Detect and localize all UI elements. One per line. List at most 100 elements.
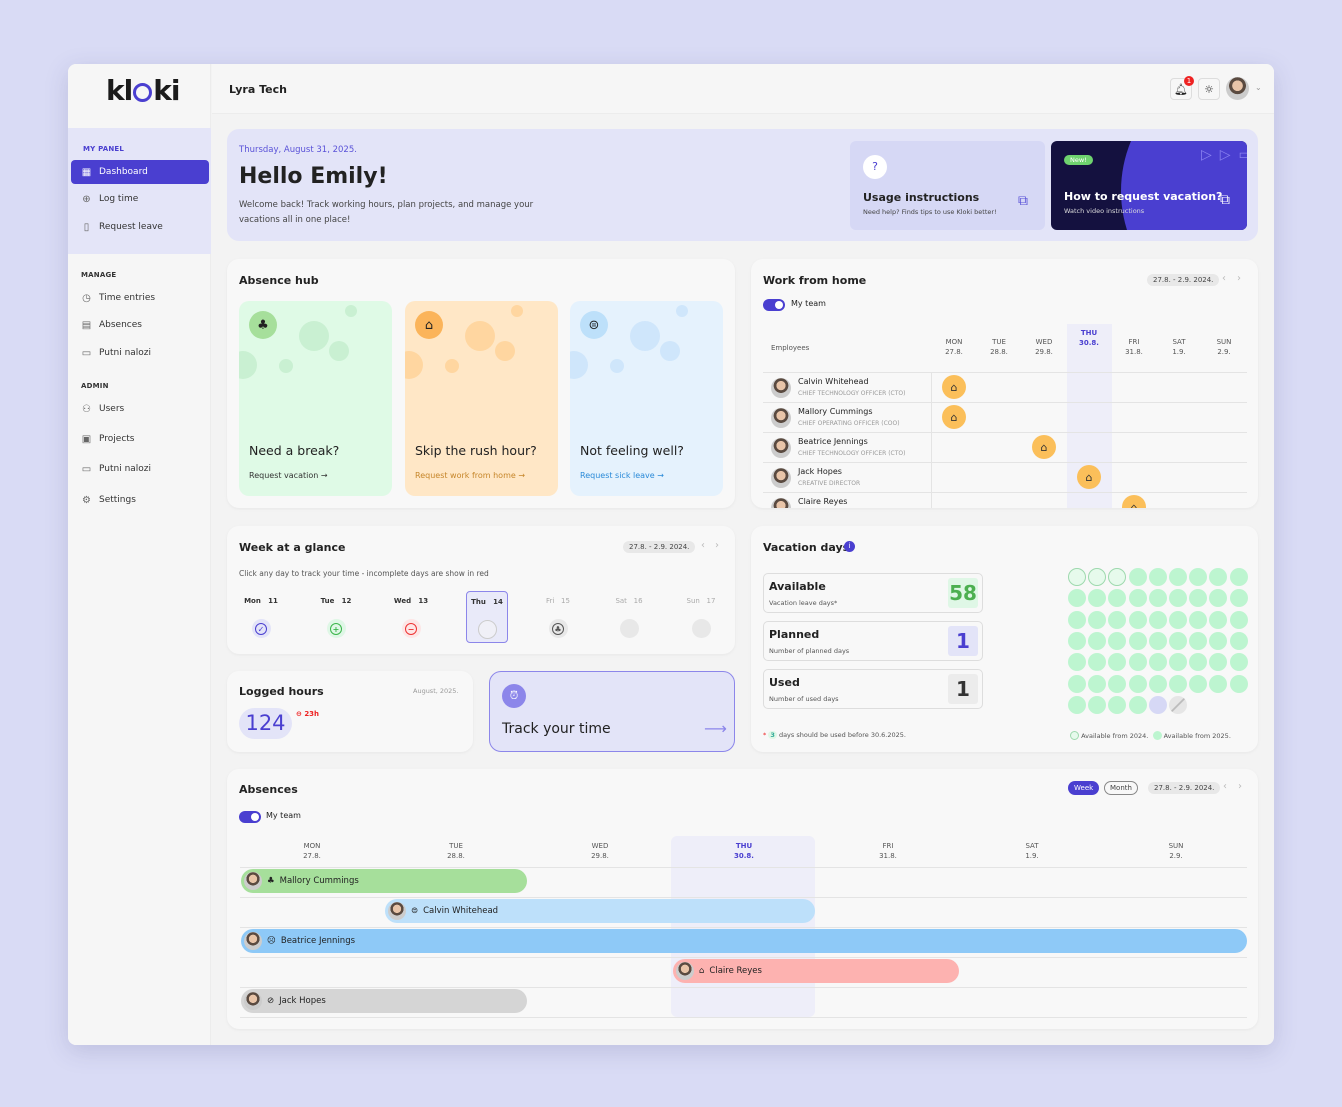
day-fri[interactable]: Fri 15 ♣: [537, 591, 579, 643]
vacation-day-2025: [1148, 589, 1167, 608]
theme-toggle-button[interactable]: ☼: [1198, 78, 1220, 100]
vacation-day-2025: [1068, 695, 1086, 714]
absences-card: Absences Week Month 27.8. - 2.9. 2024. ‹…: [227, 769, 1258, 1029]
absence-bar[interactable]: ⊘ Jack Hopes: [241, 989, 527, 1013]
notifications-button[interactable]: 🔔︎ 1: [1170, 76, 1194, 100]
home-icon[interactable]: ⌂: [942, 375, 966, 399]
day-thu[interactable]: Thu 14: [466, 591, 508, 643]
absence-bar[interactable]: ♣ Mallory Cummings: [241, 869, 527, 893]
absence-option-card[interactable]: ♣ Need a break? Request vacation →: [239, 301, 392, 496]
next-week-button[interactable]: ›: [1237, 273, 1241, 284]
day-date: 30.8.: [1079, 339, 1099, 347]
date-range: 27.8. - 2.9. 2024.: [623, 541, 696, 553]
day-mon[interactable]: Mon 11 ✓: [240, 591, 282, 643]
sidebar-item-request-leave[interactable]: ▯ Request leave: [71, 215, 209, 239]
vacation-day-2025: [1068, 674, 1086, 693]
vacation-day-2025: [1169, 610, 1187, 629]
sidebar-item-time-entries[interactable]: ◷ Time entries: [71, 286, 209, 310]
day-header: SUN 2.9.: [1104, 841, 1248, 861]
day-status-weekend-icon: [691, 619, 711, 638]
legend-2025-swatch: [1152, 731, 1162, 740]
sidebar-item-absences[interactable]: ▤ Absences: [71, 313, 209, 337]
decorative-shape: [1121, 141, 1247, 230]
sidebar-item-label: Projects: [99, 434, 135, 444]
my-team-toggle[interactable]: [763, 299, 785, 311]
sidebar-item-settings[interactable]: ⚙ Settings: [71, 488, 209, 512]
info-icon[interactable]: i: [844, 541, 855, 552]
day-wed[interactable]: Wed 13 −: [390, 591, 432, 643]
day-tue[interactable]: Tue 12 +: [315, 591, 357, 643]
employee-name: Calvin Whitehead: [423, 906, 499, 916]
home-icon[interactable]: ⌂: [942, 405, 966, 429]
note-count: 3: [768, 731, 777, 739]
absence-option-card[interactable]: ⌂ Skip the rush hour? Request work from …: [405, 301, 558, 496]
day-date: 30.8.: [734, 852, 754, 860]
day-name: THU: [735, 842, 753, 850]
day-number: 13: [418, 597, 429, 605]
briefcase-icon: ▭: [81, 347, 92, 359]
avatar: [244, 872, 262, 890]
users-icon: ⚇: [82, 403, 91, 415]
prev-week-button[interactable]: ‹: [701, 540, 705, 551]
day-status-holiday-icon: ♣: [548, 619, 568, 638]
briefcase-icon: ▭: [81, 463, 92, 475]
employee-name: Jack Hopes: [279, 996, 326, 1006]
user-avatar[interactable]: [1226, 77, 1249, 100]
day-name: FRI: [882, 842, 894, 850]
prev-week-button[interactable]: ‹: [1223, 781, 1227, 792]
next-week-button[interactable]: ›: [1238, 781, 1242, 792]
vacation-day-2025: [1148, 674, 1167, 693]
stat-subtitle: Number of used days: [769, 695, 839, 703]
home-icon[interactable]: ⌂: [1077, 465, 1101, 489]
day-name: Tue: [320, 597, 335, 605]
track-time-button[interactable]: ⏰︎ Track your time ⟶: [489, 671, 735, 752]
avatar: [771, 408, 791, 428]
month-view-button[interactable]: Month: [1104, 781, 1138, 795]
video-instructions-card[interactable]: ▷▷▭ New! How to request vacation? Watch …: [1051, 141, 1247, 230]
sidebar-item-log-time[interactable]: ⊕ Log time: [71, 187, 209, 211]
sidebar-item-users[interactable]: ⚇ Users: [71, 397, 209, 421]
employee-name: Claire Reyes: [798, 497, 848, 506]
day-sat[interactable]: Sat 16: [608, 591, 650, 643]
absence-option-card[interactable]: ⊜ Not feeling well? Request sick leave →: [570, 301, 723, 496]
day-name: FRI: [1128, 338, 1140, 346]
sidebar: kl ki MY PANEL ▦ Dashboard ⊕ Log time ▯ Reques…: [68, 64, 211, 1045]
option-link[interactable]: Request sick leave →: [580, 471, 664, 480]
my-team-toggle[interactable]: [239, 811, 261, 823]
sidebar-item-dashboard[interactable]: ▦ Dashboard: [71, 160, 209, 184]
absence-bar[interactable]: ☹ Beatrice Jennings: [241, 929, 1247, 953]
vacation-day-2025: [1068, 631, 1086, 650]
welcome-banner: Thursday, August 31, 2025. Hello Emily! …: [227, 129, 1258, 241]
day-header: THU 30.8.: [1069, 328, 1109, 348]
day-date: 2.9.: [1169, 852, 1183, 860]
vacation-day-2025: [1148, 610, 1167, 629]
prev-week-button[interactable]: ‹: [1222, 273, 1226, 284]
chevron-down-icon[interactable]: ⌄: [1255, 83, 1262, 92]
week-view-button[interactable]: Week: [1068, 781, 1100, 795]
employee-row: Claire Reyes ⌂: [763, 492, 1247, 508]
vacation-day-2024: [1088, 568, 1107, 586]
sidebar-item-projects[interactable]: ▣ Projects: [71, 427, 209, 451]
option-title: Skip the rush hour?: [415, 443, 537, 458]
day-date: 27.8.: [945, 348, 963, 356]
arrow-right-icon: ⟶: [704, 719, 727, 738]
sidebar-item-putni-nalozi[interactable]: ▭ Putni nalozi: [71, 341, 209, 365]
legend: Available from 2024. Available from 2025…: [1070, 731, 1231, 740]
usage-instructions-card[interactable]: ? Usage instructions Need help? Finds ti…: [850, 141, 1045, 230]
day-sun[interactable]: Sun 17: [680, 591, 722, 643]
vacation-day-2025: [1108, 695, 1127, 714]
logo[interactable]: kl ki: [106, 74, 180, 107]
absence-bar[interactable]: ⌂ Claire Reyes: [673, 959, 959, 983]
home-icon[interactable]: ⌂: [1122, 495, 1146, 508]
track-label: Track your time: [502, 721, 611, 737]
history-icon: ◷: [82, 292, 91, 304]
home-icon[interactable]: ⌂: [1032, 435, 1056, 459]
vacation-day-2025: [1229, 674, 1248, 693]
next-week-button[interactable]: ›: [715, 540, 719, 551]
employee-row: Calvin Whitehead CHIEF TECHNOLOGY OFFICE…: [763, 372, 1247, 403]
absence-bar[interactable]: ⊜ Calvin Whitehead: [385, 899, 815, 923]
sidebar-item-putni-nalozi[interactable]: ▭ Putni nalozi: [71, 457, 209, 481]
option-link[interactable]: Request work from home →: [415, 471, 526, 480]
projects-icon: ▣: [81, 433, 92, 445]
option-link[interactable]: Request vacation →: [249, 471, 328, 480]
